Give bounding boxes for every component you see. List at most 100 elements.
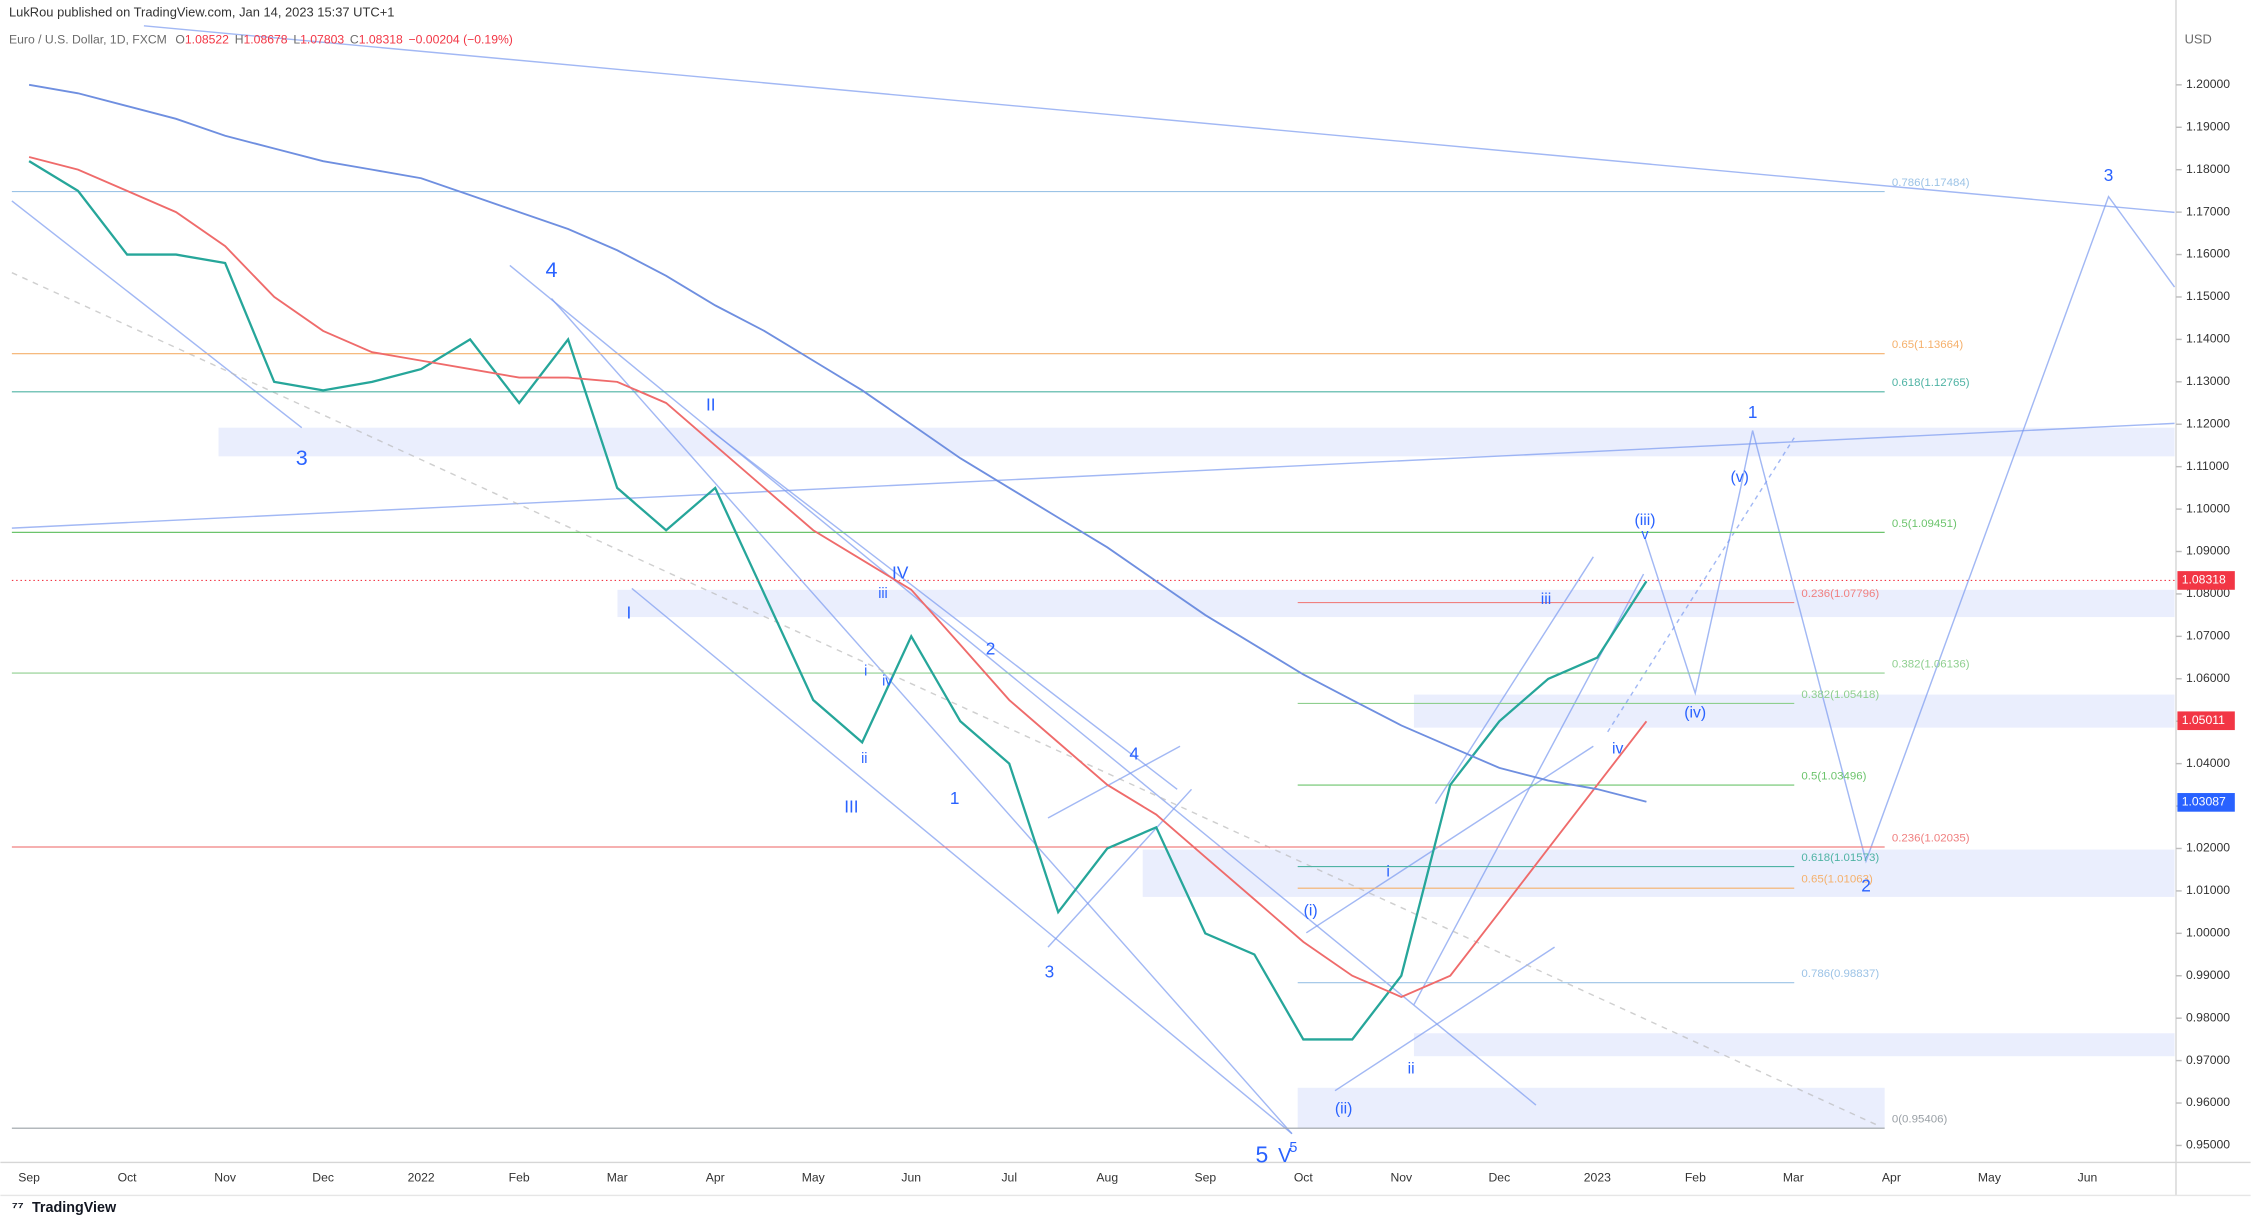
x-tick-label: Dec	[312, 1170, 334, 1184]
wave-label: (iii)	[1634, 512, 1655, 529]
y-tick-label: 1.07000	[2186, 629, 2230, 643]
y-tick-label: 0.97000	[2186, 1053, 2230, 1067]
x-tick-label: Aug	[1096, 1170, 1118, 1184]
trend-line	[1334, 946, 1555, 1092]
change: −0.00204 (−0.19%)	[409, 32, 513, 46]
wave-label: ii	[861, 751, 867, 767]
ohlc-key: O	[175, 32, 184, 46]
ohlc-key: C	[350, 32, 359, 46]
wave-label: 5	[1289, 1140, 1297, 1156]
ohlc-value: 1.07803	[300, 32, 344, 46]
wave-label: i	[1386, 864, 1390, 881]
x-tick-label: Feb	[1685, 1170, 1706, 1184]
wave-label: v	[1641, 527, 1649, 543]
trend-lines	[11, 25, 2176, 1135]
ohlc-value: 1.08522	[185, 32, 229, 46]
y-tick-label: 0.95000	[2186, 1138, 2230, 1152]
fib-label: 0(0.95406)	[1892, 1114, 1948, 1126]
footer-logo: TradingView	[32, 1200, 117, 1216]
wave-label: (v)	[1731, 469, 1749, 486]
zone	[1413, 1033, 2175, 1057]
price-badge	[2177, 793, 2235, 812]
fib-label: 0.5(1.03496)	[1801, 770, 1866, 782]
x-tick-label: Mar	[1783, 1170, 1804, 1184]
zone	[218, 427, 2175, 457]
fib-label: 0.618(1.01573)	[1801, 852, 1879, 864]
wave-label: (i)	[1304, 902, 1318, 919]
x-tick-label: Dec	[1488, 1170, 1510, 1184]
wave-label: 4	[545, 258, 557, 282]
y-tick-label: 1.02000	[2186, 841, 2230, 855]
ohlc-value: 1.08318	[359, 32, 403, 46]
y-tick-label: 1.20000	[2186, 77, 2230, 91]
zone	[1297, 1087, 1885, 1128]
wave-label: II	[706, 395, 716, 415]
wave-label: 3	[296, 446, 308, 470]
ohlc-key: H	[235, 32, 244, 46]
y-tick-label: 0.98000	[2186, 1010, 2230, 1024]
x-tick-label: Mar	[607, 1170, 628, 1184]
wave-label: 5	[1255, 1142, 1268, 1168]
ohlc-key: L	[293, 32, 300, 46]
moving-average	[28, 83, 1647, 803]
trend-line	[1434, 556, 1594, 805]
moving-average	[28, 156, 1648, 998]
trend-line	[11, 200, 303, 429]
y-tick-label: 1.15000	[2186, 289, 2230, 303]
symbol: Euro / U.S. Dollar, 1D, FXCM	[9, 32, 167, 46]
y-tick-label: 1.18000	[2186, 162, 2230, 176]
x-tick-label: Apr	[1882, 1170, 1901, 1184]
wave-label: i	[864, 663, 867, 679]
y-tick-label: 1.00000	[2186, 926, 2230, 940]
fib-label: 0.786(1.17484)	[1892, 177, 1970, 189]
fib-label: 0.65(1.13664)	[1892, 339, 1964, 351]
trend-line	[143, 25, 2175, 214]
x-tick-label: Apr	[706, 1170, 725, 1184]
price-badge-label: 1.05011	[2182, 713, 2225, 727]
y-tick-label: 1.11000	[2186, 459, 2229, 473]
wave-label: iv	[882, 673, 893, 689]
price-badge	[2177, 571, 2235, 590]
x-tick-label: Feb	[509, 1170, 530, 1184]
x-tick-label: Sep	[18, 1170, 40, 1184]
wave-label: 2	[986, 639, 996, 659]
trend-line	[1047, 745, 1181, 819]
x-tick-label: Jun	[901, 1170, 921, 1184]
wave-label: V	[1278, 1145, 1292, 1167]
wave-label: III	[844, 797, 858, 817]
wave-label: 4	[1129, 743, 1139, 763]
price-line	[28, 160, 1648, 1041]
x-tick-label: May	[802, 1170, 826, 1184]
trend-line	[11, 422, 2175, 529]
fib-label: 0.382(1.06136)	[1892, 658, 1970, 670]
wave-label: (ii)	[1335, 1100, 1353, 1117]
y-tick-label: 1.16000	[2186, 247, 2230, 261]
y-tick-label: 1.01000	[2186, 883, 2230, 897]
wave-label: (iv)	[1684, 704, 1706, 721]
y-tick-label: 1.19000	[2186, 119, 2230, 133]
trend-line	[11, 272, 1881, 1128]
x-tick-label: Sep	[1194, 1170, 1216, 1184]
y-tick-label: 1.04000	[2186, 756, 2230, 770]
x-tick-label: Oct	[1294, 1170, 1314, 1184]
wave-label: 1	[1748, 402, 1758, 422]
fib-label: 0.65(1.01063)	[1801, 874, 1873, 886]
y-tick-label: 1.12000	[2186, 416, 2230, 430]
price-badge-label: 1.08318	[2182, 573, 2226, 587]
x-tick-label: 2022	[408, 1170, 435, 1184]
x-tick-label: Oct	[118, 1170, 138, 1184]
x-tick-label: May	[1978, 1170, 2002, 1184]
currency-label: USD	[2185, 32, 2212, 47]
wave-label: I	[627, 603, 632, 623]
price-badge-label: 1.03087	[2182, 795, 2226, 809]
fib-label: 0.382(1.05418)	[1801, 689, 1879, 701]
wave-label: 3	[1045, 962, 1055, 982]
y-tick-label: 0.96000	[2186, 1095, 2230, 1109]
fib-label: 0.236(1.07796)	[1801, 588, 1879, 600]
y-tick-label: 1.10000	[2186, 501, 2230, 515]
wave-label: IV	[892, 563, 909, 583]
ohlc-value: 1.08678	[244, 32, 288, 46]
